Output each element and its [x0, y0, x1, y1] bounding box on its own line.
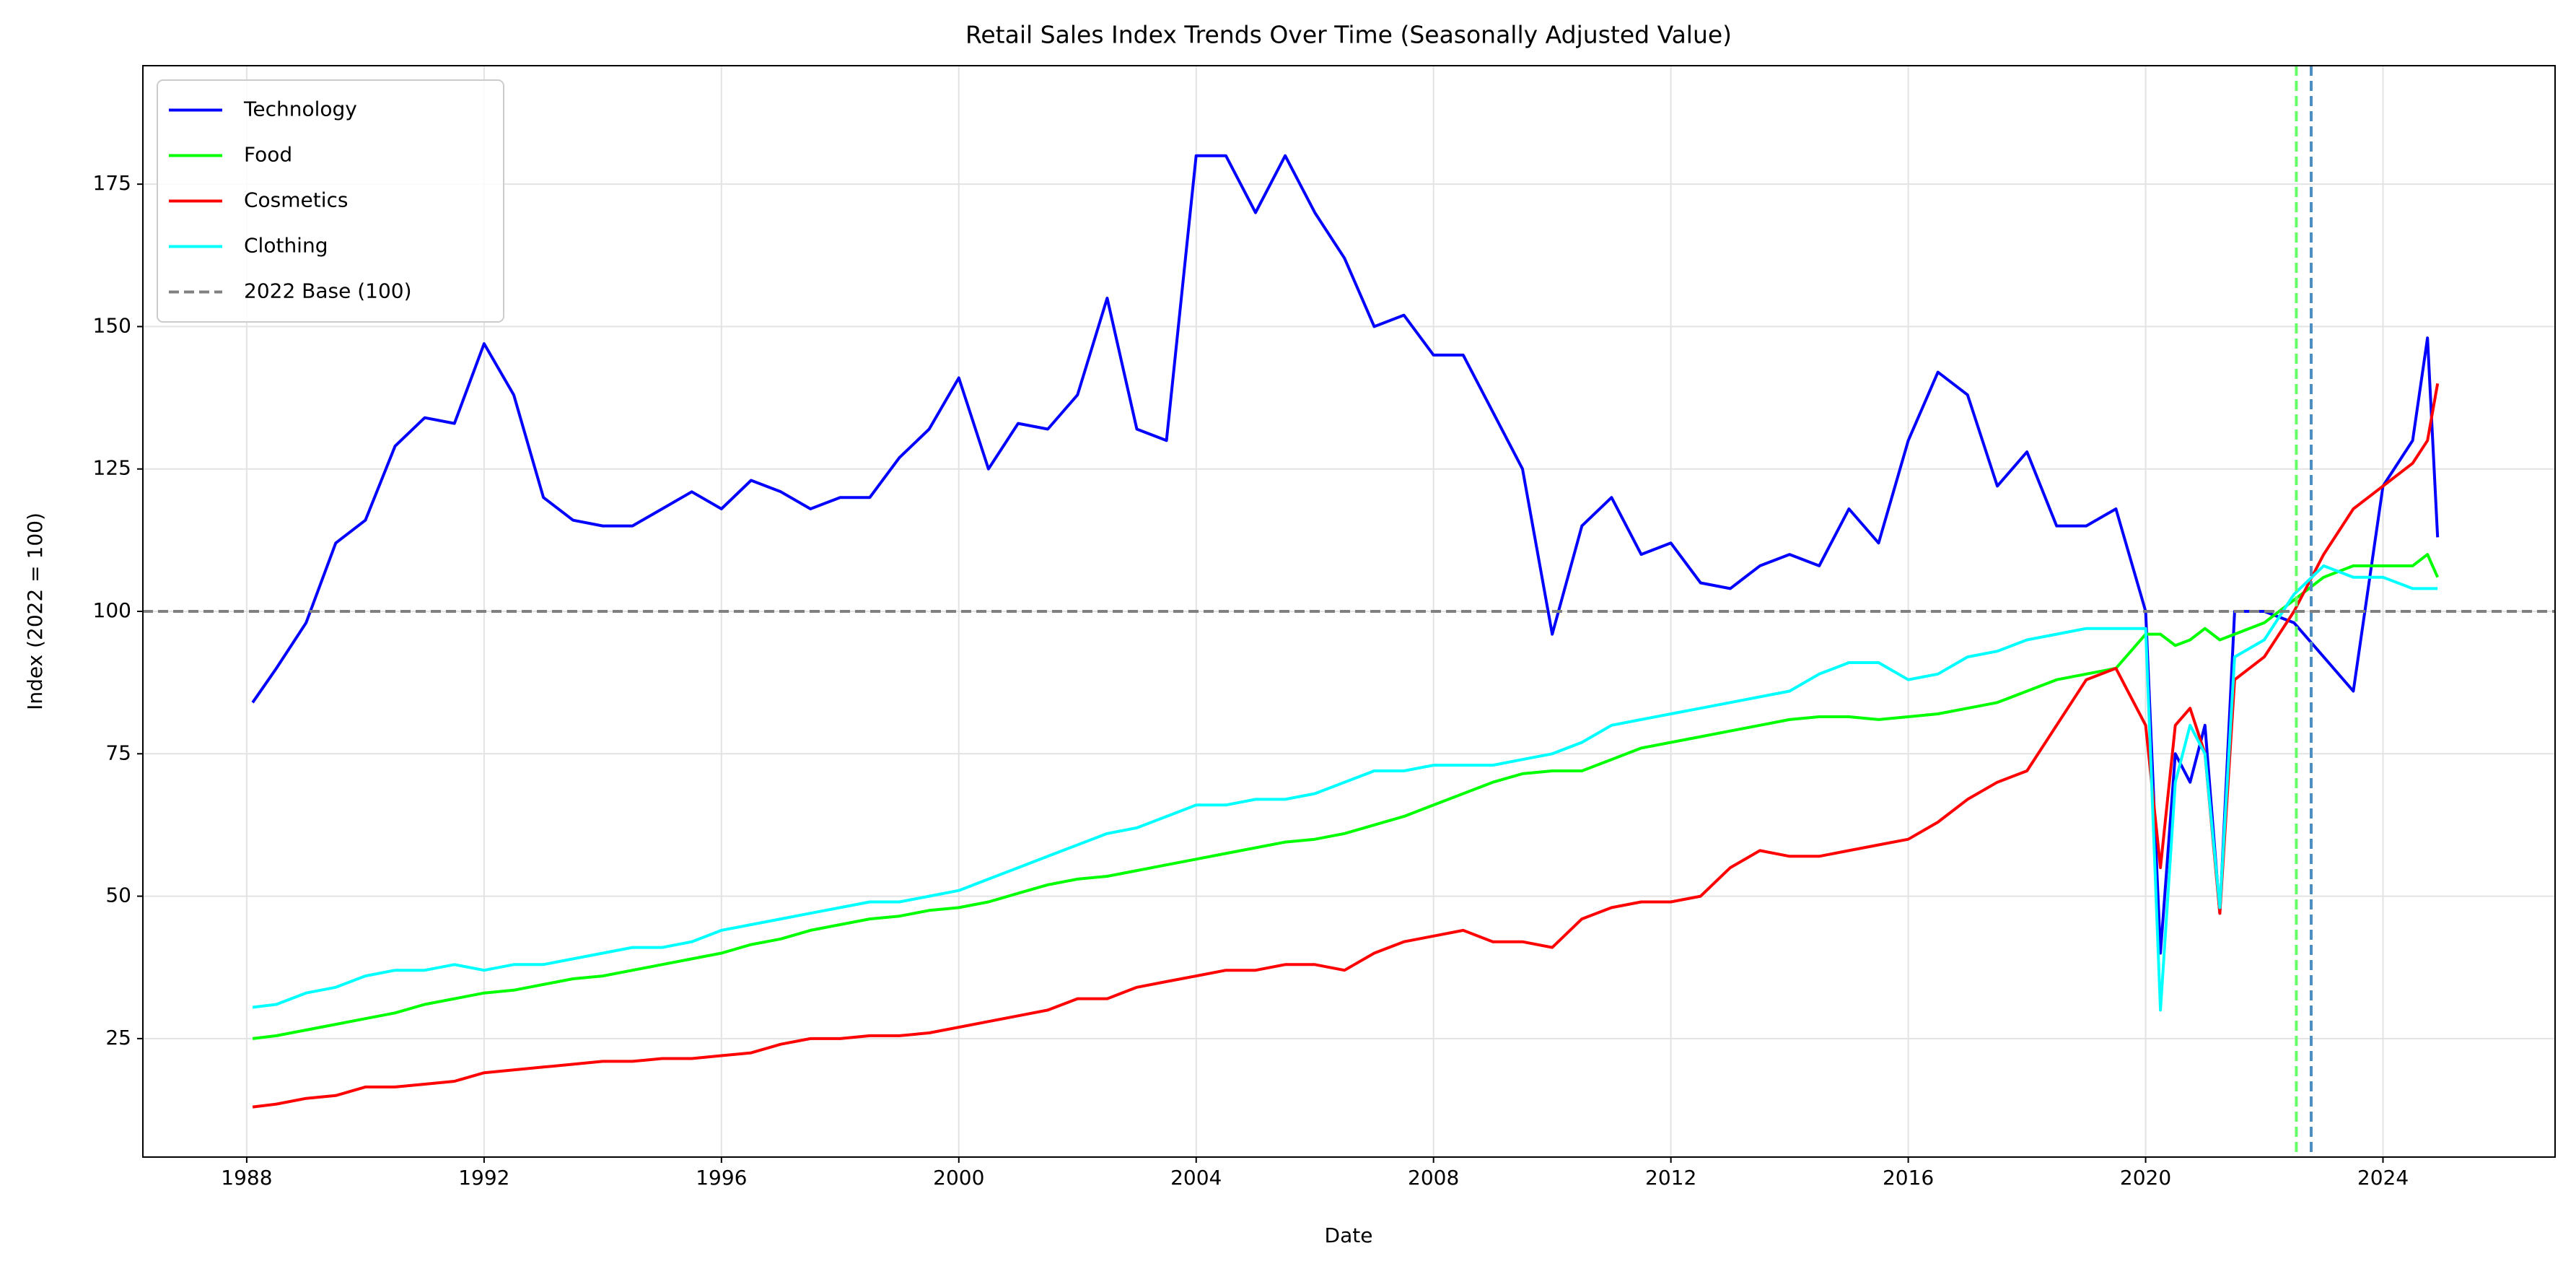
- legend-label: Food: [244, 143, 292, 167]
- plot-frame: [142, 65, 2556, 1158]
- series-line: [251, 154, 2440, 955]
- x-tick-label: 1988: [221, 1166, 272, 1190]
- x-tick-label: 2004: [1170, 1166, 1222, 1190]
- y-tick-label: 100: [93, 598, 131, 622]
- legend-label: Technology: [243, 97, 357, 121]
- x-tick-label: 2024: [2357, 1166, 2409, 1190]
- x-tick-label: 2020: [2120, 1166, 2171, 1190]
- x-tick-label: 2016: [1883, 1166, 1934, 1190]
- chart-title: Retail Sales Index Trends Over Time (Sea…: [965, 21, 1732, 49]
- y-tick-label: 175: [93, 171, 131, 195]
- x-tick-label: 2012: [1645, 1166, 1696, 1190]
- y-axis-label: Index (2022 = 100): [23, 512, 47, 710]
- x-axis-label: Date: [1325, 1223, 1373, 1247]
- x-tick-label: 1992: [458, 1166, 509, 1190]
- legend-label: Clothing: [244, 234, 328, 258]
- legend-label: 2022 Base (100): [244, 279, 412, 303]
- series-line: [252, 553, 2440, 1040]
- series-line: [252, 564, 2438, 1012]
- legend: Technology Food Cosmetics Clothing 2022 Base…: [157, 79, 504, 323]
- x-tick-label: 2000: [933, 1166, 984, 1190]
- series-line: [252, 383, 2440, 1109]
- y-tick-label: 50: [105, 883, 131, 907]
- y-tick-label: 150: [93, 313, 131, 337]
- x-tick-label: 2008: [1408, 1166, 1459, 1190]
- y-tick-label: 75: [105, 741, 131, 764]
- x-tick-label: 1996: [696, 1166, 747, 1190]
- legend-label: Cosmetics: [244, 188, 349, 212]
- y-tick-label: 25: [105, 1026, 131, 1050]
- y-tick-label: 125: [93, 456, 131, 480]
- legend-box: [157, 79, 504, 323]
